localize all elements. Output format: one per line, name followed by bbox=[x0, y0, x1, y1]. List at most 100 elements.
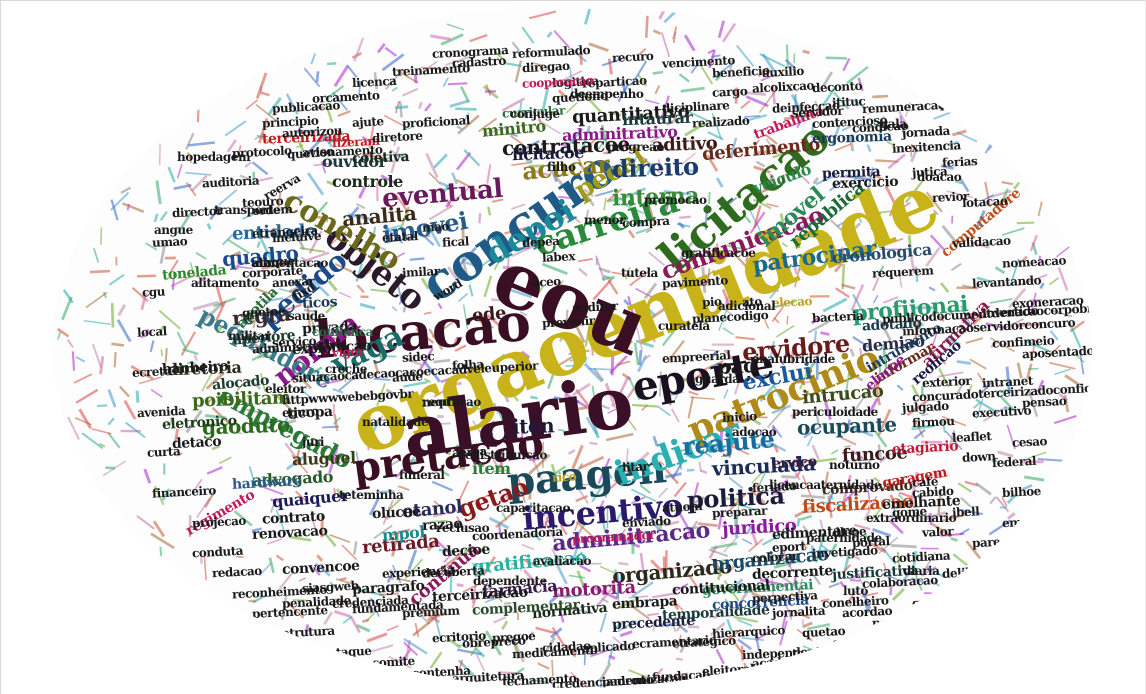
texture-mark bbox=[793, 53, 796, 64]
word-cloud-word: conjuge bbox=[510, 107, 560, 121]
texture-mark bbox=[1061, 297, 1073, 301]
texture-mark bbox=[740, 645, 744, 661]
texture-mark bbox=[400, 450, 421, 472]
texture-mark bbox=[379, 592, 400, 597]
texture-mark bbox=[758, 471, 767, 486]
texture-mark bbox=[405, 357, 422, 366]
texture-mark bbox=[957, 508, 983, 515]
texture-mark bbox=[167, 166, 176, 183]
texture-mark bbox=[415, 327, 435, 344]
texture-mark bbox=[779, 213, 786, 230]
texture-mark bbox=[120, 186, 132, 194]
texture-mark bbox=[925, 191, 943, 213]
texture-mark bbox=[621, 128, 627, 149]
texture-mark bbox=[753, 205, 762, 229]
texture-mark bbox=[465, 261, 475, 267]
texture-mark bbox=[728, 476, 744, 489]
texture-mark bbox=[792, 262, 799, 275]
texture-mark bbox=[150, 389, 163, 398]
texture-mark bbox=[802, 214, 814, 222]
texture-mark bbox=[699, 63, 714, 85]
texture-mark bbox=[452, 336, 459, 348]
texture-mark bbox=[338, 374, 358, 391]
texture-mark bbox=[140, 328, 150, 339]
texture-mark bbox=[950, 537, 958, 542]
texture-mark bbox=[882, 237, 904, 247]
texture-mark bbox=[877, 409, 892, 436]
texture-mark bbox=[576, 404, 597, 411]
texture-mark bbox=[462, 580, 486, 593]
texture-mark bbox=[802, 621, 813, 628]
texture-mark bbox=[800, 494, 826, 500]
texture-mark bbox=[769, 179, 774, 188]
texture-mark bbox=[652, 592, 678, 599]
texture-mark bbox=[409, 441, 418, 448]
texture-mark bbox=[323, 138, 350, 142]
texture-mark bbox=[113, 352, 117, 368]
texture-mark bbox=[107, 389, 117, 408]
texture-mark bbox=[435, 539, 453, 556]
texture-mark bbox=[898, 491, 912, 498]
texture-mark bbox=[403, 638, 428, 655]
texture-mark bbox=[861, 458, 872, 471]
texture-mark bbox=[425, 152, 439, 179]
texture-mark bbox=[556, 353, 577, 368]
texture-mark bbox=[583, 135, 599, 152]
texture-mark bbox=[471, 585, 477, 604]
texture-mark bbox=[717, 18, 726, 39]
texture-mark bbox=[388, 252, 406, 263]
texture-mark bbox=[849, 136, 855, 152]
texture-mark bbox=[920, 547, 939, 550]
texture-mark bbox=[728, 578, 744, 593]
texture-mark bbox=[457, 114, 480, 135]
texture-mark bbox=[374, 156, 393, 162]
texture-mark bbox=[275, 554, 284, 562]
texture-mark bbox=[565, 605, 594, 615]
texture-mark bbox=[235, 317, 255, 329]
texture-mark bbox=[426, 224, 442, 248]
word-cloud-word: mao bbox=[421, 219, 450, 235]
texture-mark bbox=[248, 466, 255, 482]
texture-mark bbox=[599, 612, 608, 633]
texture-mark bbox=[226, 139, 237, 153]
texture-mark bbox=[710, 584, 734, 592]
texture-mark bbox=[729, 492, 747, 511]
word-cloud-word: controle bbox=[332, 172, 403, 191]
texture-mark bbox=[617, 620, 637, 633]
texture-mark bbox=[616, 375, 630, 400]
texture-mark bbox=[687, 625, 700, 629]
texture-mark bbox=[863, 495, 878, 521]
texture-mark bbox=[802, 475, 812, 496]
texture-mark bbox=[78, 408, 92, 430]
texture-mark bbox=[841, 283, 856, 290]
texture-mark bbox=[476, 654, 486, 672]
texture-mark bbox=[519, 562, 524, 572]
word-cloud-word: licenca bbox=[351, 73, 397, 91]
texture-mark bbox=[528, 631, 535, 638]
texture-mark bbox=[702, 348, 720, 352]
texture-mark bbox=[370, 288, 395, 294]
texture-mark bbox=[874, 430, 888, 448]
texture-mark bbox=[822, 471, 829, 496]
texture-mark bbox=[369, 644, 394, 653]
texture-mark bbox=[426, 538, 438, 552]
texture-mark bbox=[889, 586, 893, 596]
texture-mark bbox=[760, 73, 776, 82]
texture-mark bbox=[872, 528, 892, 538]
texture-mark bbox=[429, 519, 448, 523]
texture-mark bbox=[237, 321, 246, 330]
texture-mark bbox=[578, 564, 592, 573]
texture-mark bbox=[515, 246, 530, 251]
texture-mark bbox=[674, 672, 689, 677]
texture-mark bbox=[814, 537, 825, 563]
texture-mark bbox=[759, 430, 767, 441]
word-cloud-word: promocao bbox=[644, 193, 707, 207]
texture-mark bbox=[820, 331, 830, 336]
texture-mark bbox=[270, 498, 280, 503]
texture-mark bbox=[638, 529, 644, 543]
texture-mark bbox=[578, 224, 583, 246]
texture-mark bbox=[325, 301, 338, 314]
texture-mark bbox=[796, 460, 806, 477]
texture-mark bbox=[628, 595, 649, 599]
word-cloud-word: capacitacao bbox=[496, 501, 571, 515]
